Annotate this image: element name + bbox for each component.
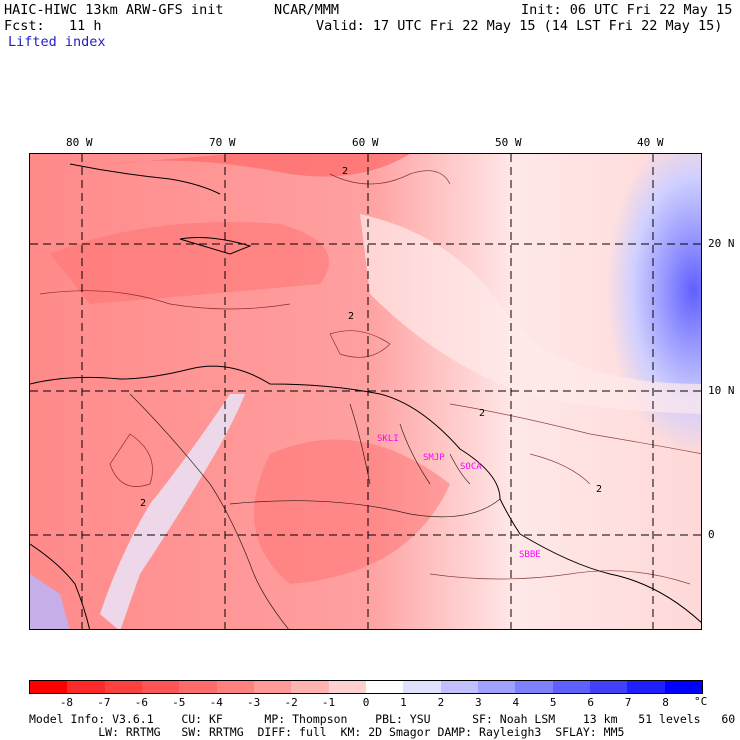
station-skli[interactable]: SKLI [377, 434, 399, 444]
colorbar-swatch [365, 681, 404, 693]
contour-label: 2 [140, 498, 146, 509]
colorbar-swatch [104, 681, 142, 693]
stations: SKLI SMJP SOCA SBBE [377, 434, 541, 560]
colorbar-tick-label: -7 [97, 696, 111, 709]
contour-label: 2 [348, 311, 354, 322]
colorbar-tick-label: 1 [400, 696, 407, 709]
border-3 [349, 403, 371, 485]
colorbar-swatch [216, 681, 254, 693]
hispaniola-coast [179, 237, 252, 255]
colorbar-tick-label: -4 [209, 696, 223, 709]
colorbar-swatch [403, 681, 441, 693]
colorbar-swatch [30, 681, 68, 693]
station-smjp[interactable]: SMJP [423, 453, 445, 463]
model-info-line2: LW: RRTMG SW: RRTMG DIFF: full KM: 2D Sm… [29, 725, 625, 739]
colorbar-tick-label: 6 [587, 696, 594, 709]
colorbar-swatch [515, 681, 553, 693]
colorbar-swatch [589, 681, 628, 693]
colorbar-tick-label: -8 [59, 696, 74, 709]
colorbar-tick-label: 5 [549, 696, 557, 709]
colorbar [29, 680, 703, 694]
lon-label-70w: 70 W [209, 136, 236, 149]
valid-time: Valid: 17 UTC Fri 22 May 15 (14 LST Fri … [316, 18, 723, 34]
contour-label: 2 [596, 484, 602, 495]
south-america-coast [30, 365, 701, 623]
lon-label-50w: 50 W [495, 136, 522, 149]
unstable-caribbean [110, 154, 410, 177]
contour-4 [449, 403, 701, 454]
colorbar-swatch [664, 681, 702, 693]
lon-label-80w: 80 W [66, 136, 93, 149]
colorbar-swatch [67, 681, 105, 693]
neutral-band [360, 214, 701, 414]
graticule [30, 154, 701, 629]
colorbar-unit: °C [694, 695, 708, 708]
colorbar-swatch [141, 681, 180, 693]
contour-7 [529, 453, 591, 485]
pacific-stable [30, 574, 70, 629]
colorbar-tick-label: -6 [134, 696, 148, 709]
borders [129, 393, 501, 629]
model-info-line1: Model Info: V3.6.1 CU: KF MP: Thompson P… [29, 712, 740, 726]
border-4 [399, 423, 431, 485]
colorbar-swatch [328, 681, 366, 693]
colorbar-tick-label: -3 [247, 696, 261, 709]
lifted-index-map: 2 2 2 2 2 SKLI SMJP SOCA SBBE [29, 153, 702, 630]
andes-strip [100, 394, 245, 629]
colorbar-tick-label: -2 [284, 696, 298, 709]
contour-3 [329, 330, 391, 358]
organization: NCAR/MMM [274, 2, 340, 18]
map-svg: 2 2 2 2 2 SKLI SMJP SOCA SBBE [30, 154, 701, 629]
forecast-hour: Fcst: 11 h [4, 18, 102, 34]
pacific-coast [30, 543, 91, 629]
lat-label-10n: 10 N [708, 384, 735, 397]
contour-label: 2 [342, 166, 348, 177]
lat-label-0: 0 [708, 528, 715, 541]
colorbar-tick-label: 2 [437, 696, 445, 709]
border-1 [129, 393, 289, 629]
contour-1 [329, 170, 451, 185]
colorbar-swatch [291, 681, 329, 693]
station-sbbe[interactable]: SBBE [519, 550, 541, 560]
colorbar-tick-label: -5 [172, 696, 186, 709]
lon-label-60w: 60 W [352, 136, 379, 149]
colorbar-tick-label: 3 [475, 696, 482, 709]
border-5 [449, 453, 471, 485]
colorbar-swatch [627, 681, 665, 693]
coastlines [30, 163, 701, 629]
border-2 [229, 498, 501, 518]
unstable-amazon [254, 439, 450, 584]
colorbar-tick-label: -1 [321, 696, 336, 709]
unstable-north [50, 222, 329, 304]
colorbar-tick-label: 4 [512, 696, 520, 709]
station-soca[interactable]: SOCA [460, 462, 482, 472]
colorbar-tick-label: 8 [662, 696, 669, 709]
colorbar-swatch [179, 681, 217, 693]
contour-6 [109, 433, 153, 487]
colorbar-swatch [253, 681, 292, 693]
field-name: Lifted index [8, 34, 106, 50]
contour-label: 2 [479, 408, 485, 419]
init-time: Init: 06 UTC Fri 22 May 15 [521, 2, 733, 18]
colorbar-swatch [552, 681, 590, 693]
lat-label-20n: 20 N [708, 237, 735, 250]
colorbar-swatch [440, 681, 478, 693]
lon-label-40w: 40 W [637, 136, 664, 149]
colorbar-tick-label: 0 [362, 696, 370, 709]
colorbar-swatch [477, 681, 516, 693]
colorbar-tick-label: 7 [624, 696, 632, 709]
cuba-coast [69, 163, 221, 195]
model-title: HAIC-HIWC 13km ARW-GFS init [4, 2, 224, 18]
